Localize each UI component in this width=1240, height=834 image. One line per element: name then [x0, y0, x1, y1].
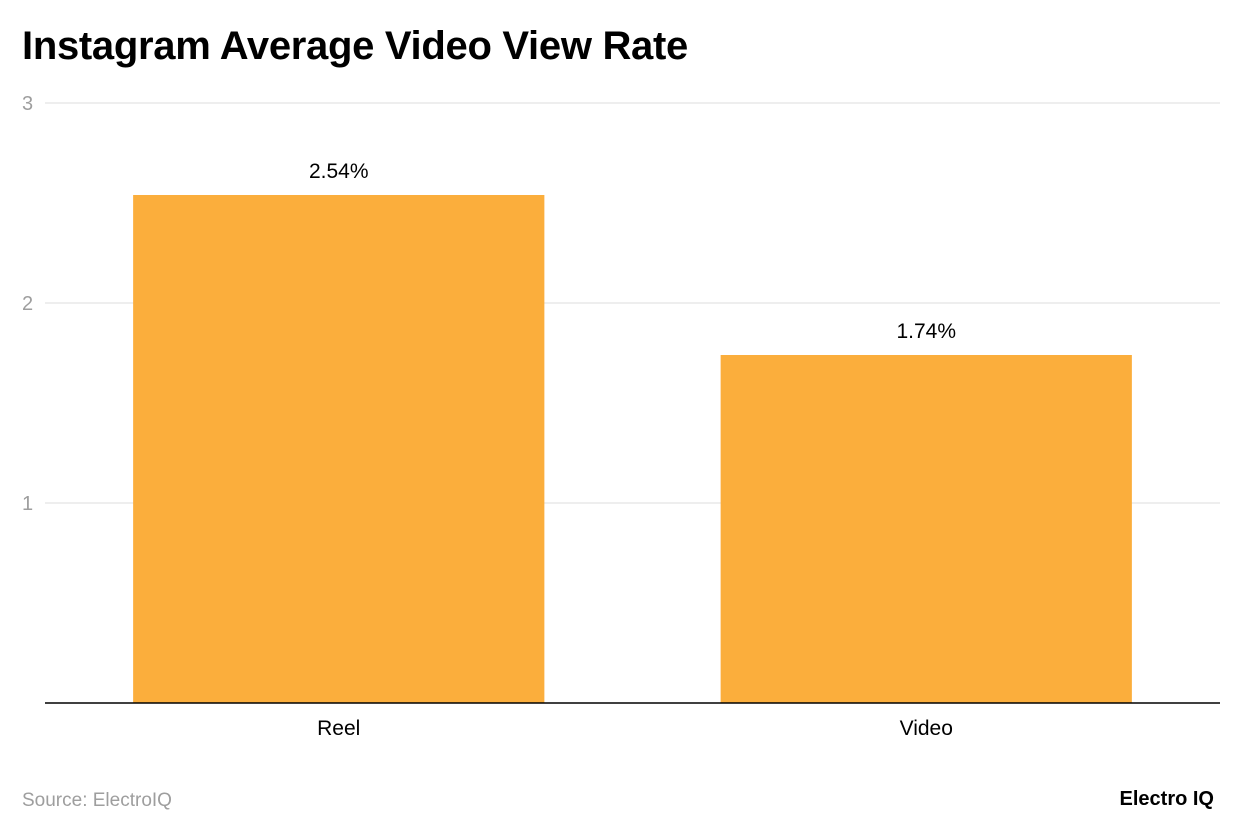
brand-logo: Electro IQ	[1119, 788, 1214, 810]
data-label: 2.54%	[309, 160, 369, 183]
y-tick-label: 2	[22, 293, 33, 315]
chart-title: Instagram Average Video View Rate	[22, 24, 688, 68]
bar-video	[720, 355, 1132, 703]
source-note: Source: ElectroIQ	[22, 790, 172, 811]
bar-reel	[133, 195, 545, 703]
x-tick-label: Video	[900, 717, 953, 740]
y-tick-label: 3	[22, 93, 33, 115]
x-tick-label: Reel	[317, 717, 360, 740]
y-tick-label: 1	[22, 493, 33, 515]
bars	[133, 195, 1132, 703]
data-label: 1.74%	[896, 320, 956, 343]
labels: 1 2 3 2.54% Reel 1.74% Video	[22, 93, 956, 740]
